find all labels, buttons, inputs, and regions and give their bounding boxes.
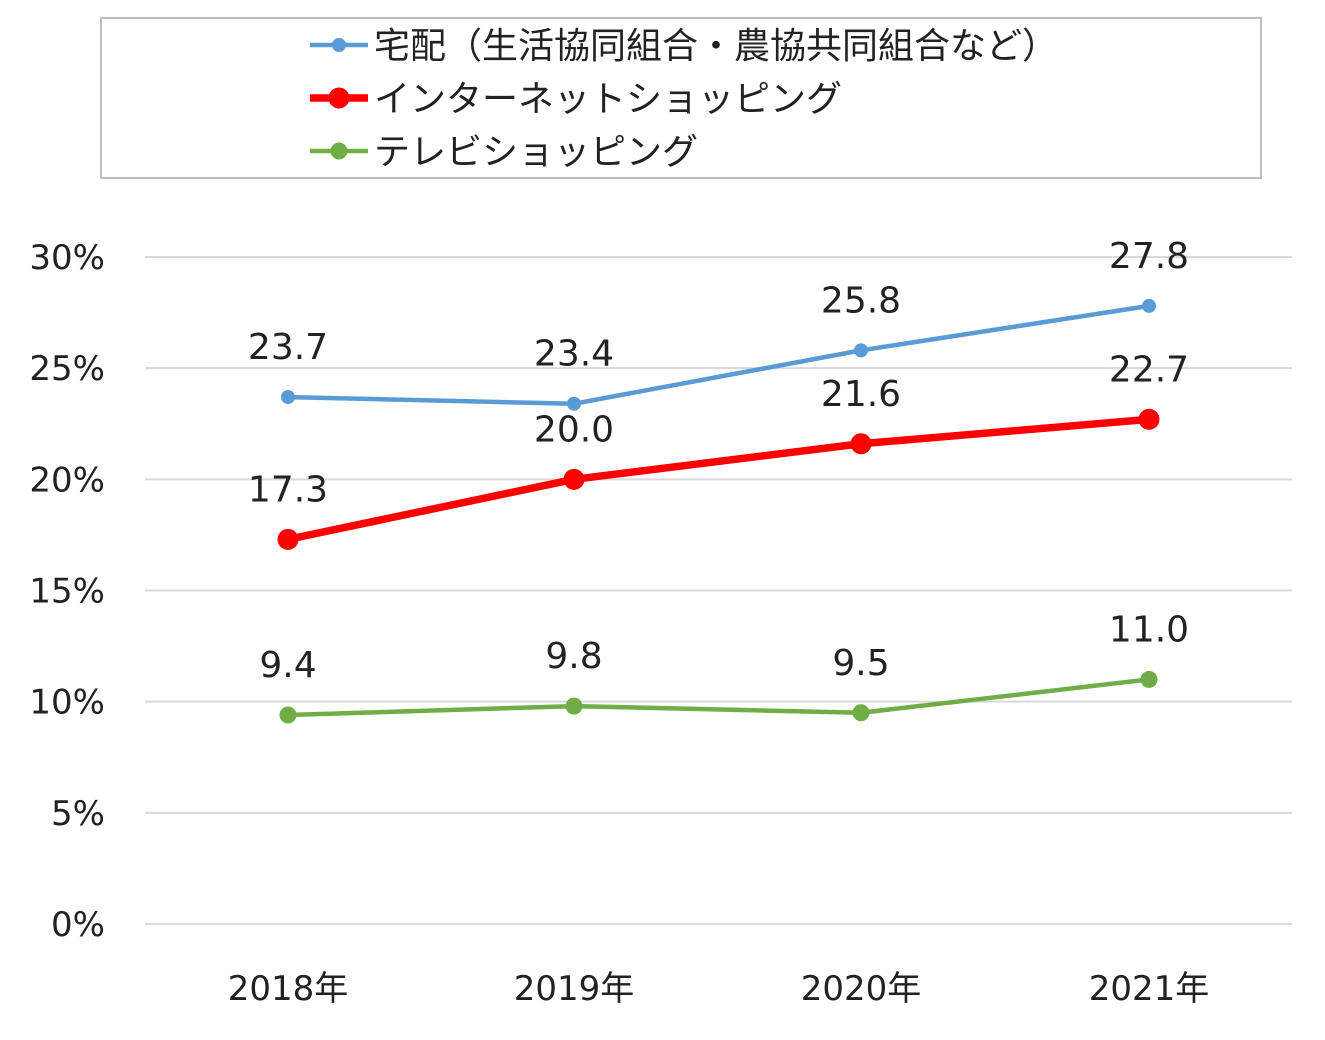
data-point: [279, 706, 297, 724]
data-label: 27.8: [1109, 236, 1189, 277]
legend-entry: 宅配（生活協同組合・農協共同組合など）: [374, 26, 1058, 67]
data-label: 9.4: [259, 645, 316, 686]
data-label: 20.0: [534, 409, 614, 450]
data-point: [1142, 298, 1156, 313]
data-point: [281, 390, 295, 405]
data-point: [1138, 408, 1160, 430]
data-label: 9.5: [832, 643, 889, 684]
data-label: 11.0: [1109, 609, 1189, 650]
legend-entry: テレビショッピング: [374, 132, 698, 173]
series-line: [287, 415, 1150, 544]
y-tick-label: 5%: [51, 794, 105, 834]
data-label: 23.7: [248, 327, 328, 368]
series-line: [287, 677, 1150, 718]
data-point: [563, 468, 585, 490]
data-label: 25.8: [821, 280, 901, 321]
legend-swatch-marker: [330, 142, 348, 160]
x-tick-label: 2021年: [1089, 969, 1210, 1009]
data-label: 22.7: [1109, 349, 1189, 390]
y-tick-label: 0%: [51, 905, 105, 945]
data-label: 23.4: [534, 334, 614, 375]
legend-box: [100, 17, 1262, 179]
series-lines: [277, 298, 1160, 724]
x-tick-label: 2020年: [801, 969, 922, 1009]
legend-swatch-marker: [328, 87, 350, 109]
y-tick-label: 15%: [29, 572, 105, 612]
data-point: [852, 704, 870, 722]
data-point: [1140, 670, 1158, 688]
data-point: [565, 697, 583, 715]
legend-entry: インターネットショッピング: [374, 79, 842, 120]
data-point: [854, 343, 868, 358]
y-tick-label: 30%: [29, 238, 105, 278]
data-point: [567, 396, 581, 411]
data-label: 17.3: [248, 469, 328, 510]
y-tick-label: 10%: [29, 683, 105, 723]
legend-swatch-marker: [332, 38, 346, 52]
x-tick-label: 2019年: [514, 969, 635, 1009]
data-point: [277, 528, 299, 550]
data-label: 9.8: [545, 636, 602, 677]
series-line: [287, 303, 1150, 406]
axes: 0% 5% 10% 15% 20% 25% 30% 2018年 2019年 2020年 2021年: [29, 238, 1209, 1009]
y-tick-label: 25%: [29, 349, 105, 389]
y-tick-label: 20%: [29, 460, 105, 500]
x-tick-label: 2018年: [228, 969, 349, 1009]
legend: 宅配（生活協同組合・農協共同組合など） インターネットショッピングテレビショッピン…: [100, 17, 1262, 179]
data-label: 21.6: [821, 374, 901, 415]
data-point: [850, 433, 872, 455]
data-labels: 23.7 23.4 25.8 27.8 17.3 20.0 21.6 22.7 9.4 9.8 9.…: [248, 236, 1189, 686]
gridlines: [145, 256, 1292, 925]
